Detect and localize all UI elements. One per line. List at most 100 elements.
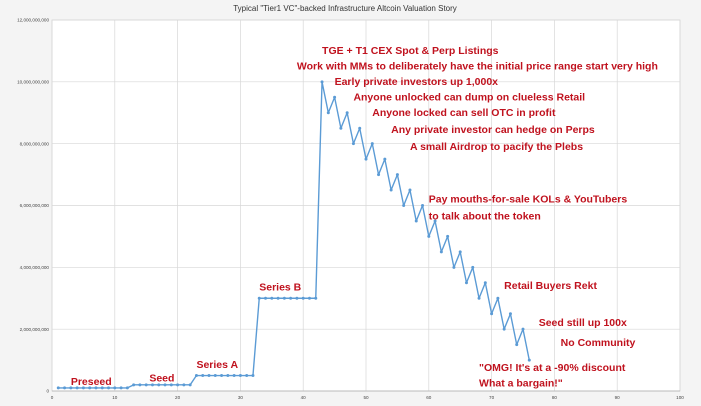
data-point	[439, 250, 443, 254]
annotation-label: Any private investor can hedge on Perps	[391, 124, 595, 136]
data-point	[107, 386, 111, 390]
data-point	[220, 374, 224, 378]
data-point	[144, 383, 148, 387]
y-tick-label: 10,000,000,000	[17, 79, 49, 84]
data-point	[320, 80, 324, 84]
data-point	[496, 296, 500, 300]
chart-title: Typical "Tier1 VC"-backed Infrastructure…	[233, 4, 457, 13]
data-point	[232, 374, 236, 378]
data-point	[188, 383, 192, 387]
data-point	[395, 173, 399, 177]
data-point	[452, 265, 456, 269]
data-point	[383, 157, 387, 161]
data-point	[213, 374, 217, 378]
annotation-label: Anyone unlocked can dump on clueless Ret…	[353, 91, 585, 103]
y-tick-label: 4,000,000,000	[20, 265, 50, 270]
data-point	[125, 386, 129, 390]
data-point	[502, 327, 506, 331]
y-tick-label: 8,000,000,000	[20, 141, 50, 146]
series-layer	[56, 80, 531, 390]
data-point	[307, 296, 311, 300]
data-point	[364, 157, 368, 161]
data-point	[245, 374, 249, 378]
data-point	[113, 386, 117, 390]
x-tick-label: 100	[676, 395, 684, 400]
data-point	[402, 204, 406, 207]
x-tick-label: 50	[363, 395, 369, 400]
annotation-label: Anyone locked can sell OTC in profit	[372, 107, 556, 119]
annotation-label: A small Airdrop to pacify the Plebs	[410, 141, 583, 153]
data-point	[326, 111, 330, 115]
data-point	[408, 188, 412, 192]
data-point	[333, 95, 337, 99]
data-point	[458, 250, 462, 254]
annotation-label: Series B	[259, 282, 301, 294]
data-point	[427, 234, 431, 238]
data-point	[88, 386, 92, 390]
y-tick-label: 6,000,000,000	[20, 203, 50, 208]
series-line	[58, 81, 530, 389]
data-point	[157, 383, 161, 387]
data-point	[238, 374, 242, 378]
axes: 0 2,000,000,000 4,000,000,000 6,000,000,000…	[17, 18, 684, 400]
data-point	[94, 386, 98, 390]
x-tick-label: 0	[51, 395, 54, 400]
annotation-label: Series A	[196, 359, 238, 371]
data-point	[150, 383, 154, 387]
data-point	[464, 281, 468, 285]
data-point	[226, 374, 230, 378]
data-point	[75, 386, 79, 390]
x-tick-label: 30	[238, 395, 244, 400]
data-point	[81, 386, 85, 390]
annotation-label: Preseed	[71, 376, 112, 388]
annotation-label: Early private investors up 1,000x	[335, 76, 499, 88]
data-point	[169, 383, 173, 387]
data-point	[176, 383, 180, 387]
data-point	[345, 111, 349, 115]
data-point	[314, 296, 318, 300]
data-point	[515, 343, 519, 347]
data-point	[276, 296, 280, 300]
y-tick-label: 0	[46, 389, 49, 394]
annotation-label: Retail Buyers Rekt	[504, 280, 597, 292]
x-tick-label: 40	[301, 395, 307, 400]
x-tick-label: 70	[489, 395, 495, 400]
y-tick-label: 12,000,000,000	[17, 18, 49, 23]
data-point	[264, 296, 268, 300]
annotation-label: Seed still up 100x	[539, 317, 627, 329]
data-point	[270, 296, 274, 300]
data-point	[119, 386, 123, 390]
x-tick-label: 90	[615, 395, 621, 400]
data-point	[389, 188, 393, 192]
data-point	[201, 374, 205, 378]
data-point	[471, 265, 475, 269]
data-point	[370, 142, 374, 146]
data-point	[257, 296, 261, 300]
annotation-label: No Community	[561, 337, 636, 349]
data-point	[63, 386, 67, 390]
data-point	[477, 296, 481, 300]
data-point	[483, 281, 487, 285]
data-point	[56, 386, 60, 390]
data-point	[377, 173, 381, 177]
data-point	[182, 383, 186, 387]
data-point	[446, 234, 450, 238]
data-point	[138, 383, 142, 387]
x-tick-label: 20	[175, 395, 181, 400]
x-tick-label: 80	[552, 395, 558, 400]
data-point	[351, 142, 355, 146]
annotation-label: Work with MMs to deliberately have the i…	[297, 60, 658, 72]
data-point	[100, 386, 104, 390]
annotation-label: "OMG! It's at a -90% discount	[479, 362, 626, 374]
data-point	[527, 358, 531, 362]
data-point	[289, 296, 293, 300]
data-point	[69, 386, 73, 390]
data-point	[163, 383, 167, 387]
data-point	[414, 219, 418, 223]
data-point	[358, 126, 362, 130]
annotation-label: Seed	[149, 373, 174, 385]
annotation-label: TGE + T1 CEX Spot & Perp Listings	[322, 45, 499, 57]
data-point	[295, 296, 299, 300]
data-point	[490, 312, 494, 316]
